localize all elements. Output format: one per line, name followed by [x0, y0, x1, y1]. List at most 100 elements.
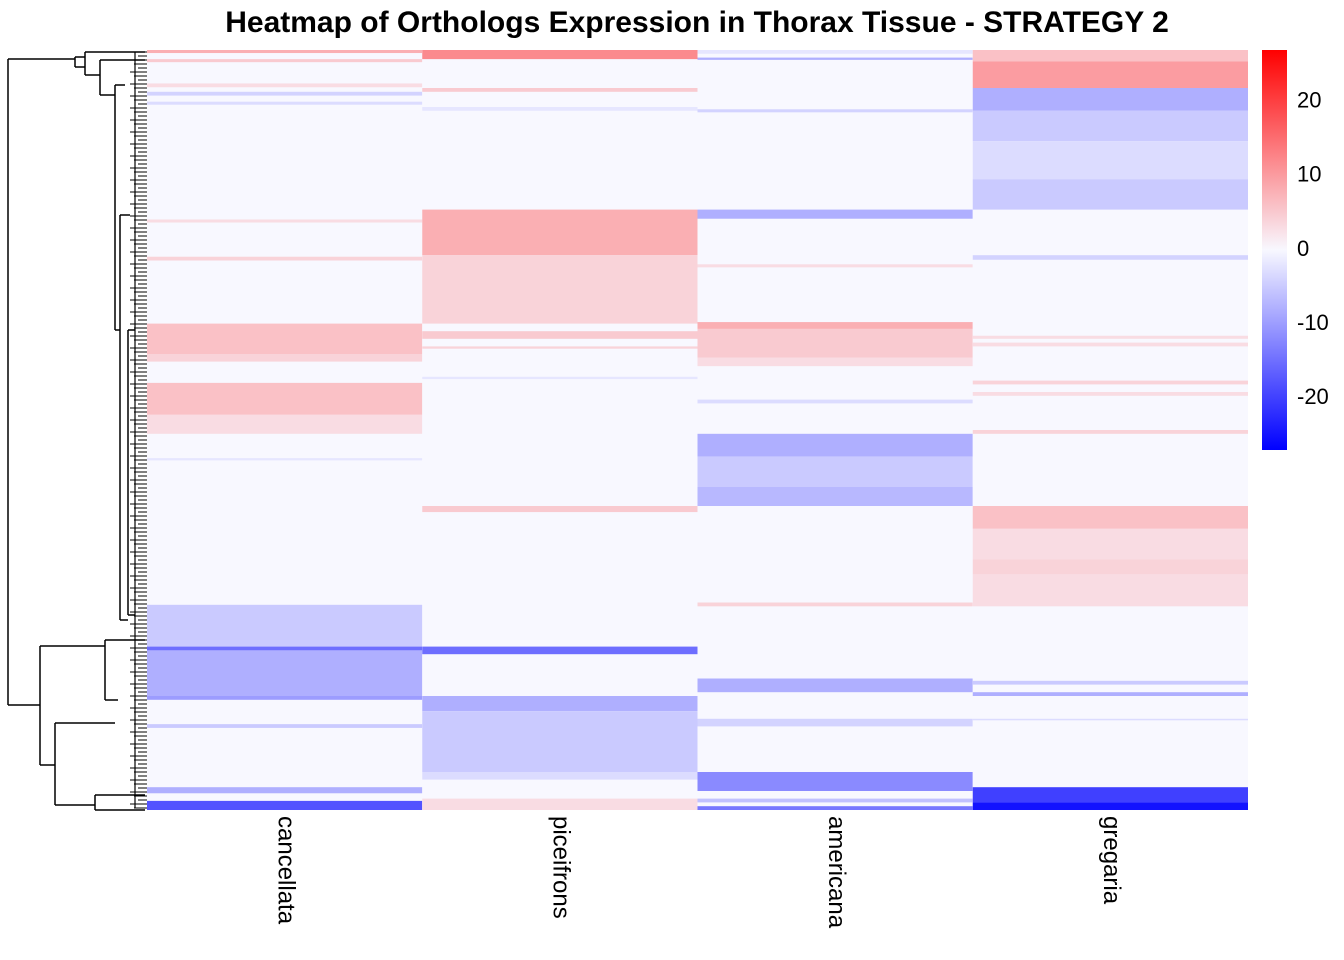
heatmap-cell-gregaria-14	[972, 559, 1248, 575]
heatmap-cell-gregaria-4	[972, 141, 1248, 180]
heatmap-cell-piceifrons-11	[422, 711, 698, 772]
heatmap-cell-cancellata-7	[147, 323, 423, 354]
column-label-gregaria: gregaria	[1098, 816, 1125, 905]
heatmap-cell-americana-7	[697, 357, 973, 367]
column-label-cancellata: cancellata	[272, 816, 299, 925]
heatmap-cell-gregaria-9	[972, 380, 1248, 385]
heatmap-cell-americana-3	[697, 209, 973, 219]
heatmap-cell-cancellata-0	[147, 50, 423, 54]
heatmap-cell-cancellata-17	[147, 787, 423, 794]
dendrogram-branch	[39, 645, 105, 766]
heatmap-cell-piceifrons-8	[422, 506, 698, 513]
heatmap-cell-cancellata-1	[147, 59, 423, 63]
heatmap-cell-gregaria-8	[972, 342, 1248, 347]
heatmap-cell-cancellata-16	[147, 724, 423, 728]
heatmap-cell-americana-10	[697, 456, 973, 487]
heatmap-cell-gregaria-3	[972, 110, 1248, 142]
chart-title: Heatmap of Orthologs Expression in Thora…	[225, 6, 1169, 39]
legend-tick-label: 0	[1297, 236, 1309, 261]
legend-tick-label: -20	[1297, 384, 1329, 409]
column-label-piceifrons: piceifrons	[548, 816, 575, 919]
dendrogram-branch	[114, 84, 125, 331]
heatmap-cell-americana-14	[697, 718, 973, 727]
heatmap-cell-americana-12	[697, 602, 973, 607]
heatmap-cell-gregaria-16	[972, 680, 1248, 685]
heatmap-cell-gregaria-2	[972, 88, 1248, 111]
heatmap-cell-cancellata-13	[147, 646, 423, 651]
heatmap-cell-gregaria-1	[972, 61, 1248, 88]
heatmap-cell-gregaria-6	[972, 255, 1248, 260]
heatmap-cell-gregaria-18	[972, 718, 1248, 721]
heatmap-cell-gregaria-7	[972, 335, 1248, 339]
heatmap-cell-americana-2	[697, 109, 973, 113]
heatmap-cell-americana-5	[697, 322, 973, 329]
heatmap-cell-piceifrons-2	[422, 107, 698, 111]
heatmap-cell-americana-15	[697, 772, 973, 791]
heatmap-cell-piceifrons-7	[422, 376, 698, 380]
legend-color-bar	[1262, 50, 1287, 450]
heatmap-column-americana	[697, 50, 973, 810]
heatmap-cell-americana-6	[697, 328, 973, 358]
heatmap-cell-americana-1	[697, 57, 973, 60]
row-dendrogram	[7, 51, 147, 811]
heatmap-cell-americana-17	[697, 806, 973, 810]
heatmap-cell-cancellata-18	[147, 800, 423, 810]
heatmap-cell-cancellata-14	[147, 650, 423, 696]
heatmap-cell-americana-4	[697, 264, 973, 268]
heatmap-cell-gregaria-5	[972, 179, 1248, 210]
heatmap-cell-gregaria-0	[972, 50, 1248, 62]
heatmap-cell-piceifrons-5	[422, 331, 698, 339]
heatmap-cell-gregaria-17	[972, 692, 1248, 696]
heatmap-cell-americana-8	[697, 399, 973, 404]
heatmap-cell-piceifrons-13	[422, 798, 698, 810]
heatmap-cell-piceifrons-12	[422, 772, 698, 780]
heatmap-cell-gregaria-10	[972, 392, 1248, 396]
heatmap-cell-piceifrons-3	[422, 209, 698, 256]
heatmap-cell-cancellata-9	[147, 382, 423, 415]
heatmap-cell-americana-9	[697, 433, 973, 457]
heatmap-cell-gregaria-19	[972, 787, 1248, 803]
heatmap-cell-gregaria-13	[972, 528, 1248, 560]
heatmap-cell-piceifrons-0	[422, 50, 698, 60]
dendrogram-branch	[74, 56, 85, 68]
heatmap-cell-cancellata-12	[147, 604, 423, 647]
heatmap-cell-piceifrons-1	[422, 88, 698, 92]
dendrogram-branch	[54, 722, 115, 806]
heatmap-cell-cancellata-5	[147, 219, 423, 223]
color-legend: 20 10 0 -10 -20	[1262, 50, 1329, 450]
heatmap-cell-americana-16	[697, 798, 973, 803]
column-label-americana: americana	[823, 816, 850, 929]
heatmap-cell-gregaria-11	[972, 430, 1248, 434]
heatmap-cell-cancellata-6	[147, 256, 423, 261]
heatmap-body	[147, 50, 1248, 810]
heatmap-cell-piceifrons-4	[422, 255, 698, 324]
heatmap-cell-cancellata-15	[147, 696, 423, 700]
heatmap-cell-piceifrons-9	[422, 646, 698, 655]
dendrogram-branch	[119, 214, 130, 621]
heatmap-cell-gregaria-20	[972, 802, 1248, 810]
heatmap-cell-gregaria-15	[972, 574, 1248, 607]
heatmap-cell-cancellata-3	[147, 91, 423, 96]
heatmap-cell-cancellata-8	[147, 354, 423, 362]
heatmap-cell-americana-0	[697, 50, 973, 54]
heatmap-cell-piceifrons-6	[422, 346, 698, 349]
column-labels: cancellata piceifrons americana gregaria	[272, 816, 1125, 929]
heatmap-cell-cancellata-2	[147, 83, 423, 88]
legend-tick-label: 20	[1297, 88, 1321, 113]
heatmap-cell-cancellata-10	[147, 414, 423, 434]
dendrogram-branch	[127, 329, 135, 616]
heatmap-cell-gregaria-12	[972, 506, 1248, 529]
dendrogram-branch	[104, 639, 145, 701]
dendrogram-branch	[7, 58, 75, 706]
heatmap-cell-americana-13	[697, 678, 973, 693]
heatmap-cell-americana-11	[697, 487, 973, 506]
dendrogram-branch	[99, 59, 145, 96]
heatmap-cell-piceifrons-10	[422, 696, 698, 712]
legend-tick-label: -10	[1297, 310, 1329, 335]
heatmap-column-piceifrons	[422, 50, 698, 810]
heatmap-cell-cancellata-11	[147, 458, 423, 461]
dendrogram-branch	[94, 794, 145, 811]
heatmap-cell-cancellata-4	[147, 101, 423, 105]
legend-tick-label: 10	[1297, 162, 1321, 187]
